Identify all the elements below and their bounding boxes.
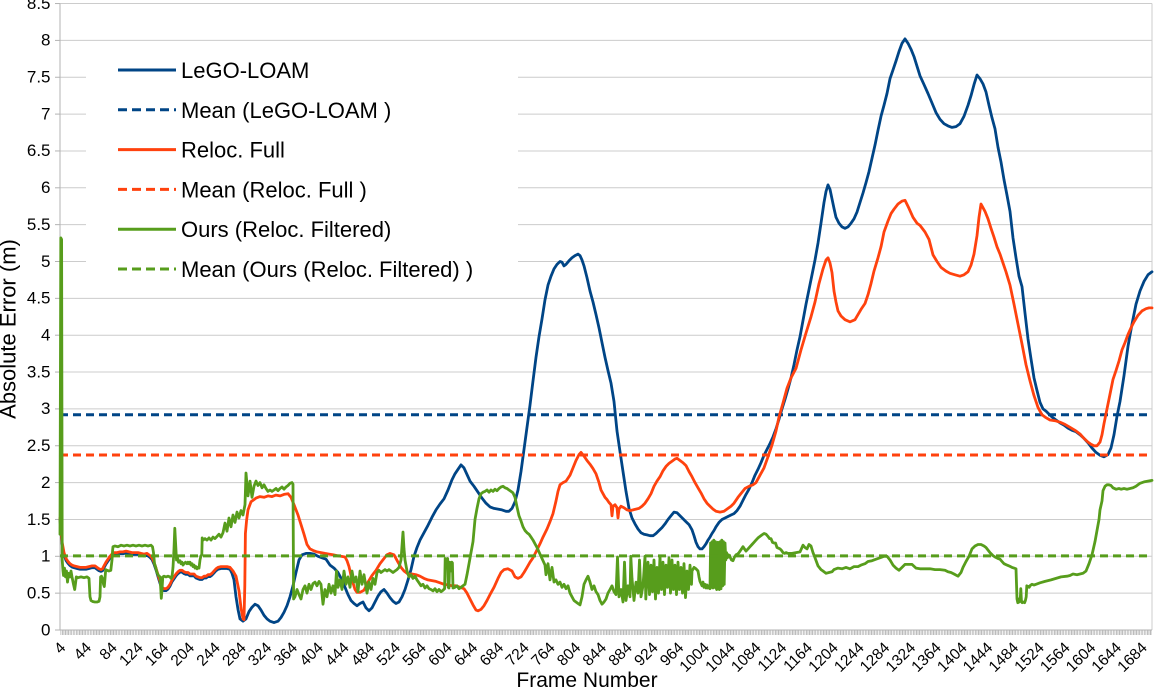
svg-text:1: 1 — [41, 547, 50, 566]
svg-text:8.5: 8.5 — [27, 0, 51, 13]
svg-text:2.5: 2.5 — [27, 436, 51, 455]
svg-text:0.5: 0.5 — [27, 583, 51, 602]
svg-text:Mean (Ours (Reloc. Filtered) ): Mean (Ours (Reloc. Filtered) ) — [181, 257, 473, 282]
svg-text:6.5: 6.5 — [27, 141, 51, 160]
svg-text:2: 2 — [41, 473, 50, 492]
svg-text:Reloc. Full: Reloc. Full — [181, 138, 285, 163]
svg-text:3: 3 — [41, 399, 50, 418]
svg-text:Mean (Reloc. Full ): Mean (Reloc. Full ) — [181, 177, 367, 202]
svg-text:1.5: 1.5 — [27, 510, 51, 529]
svg-text:LeGO-LOAM: LeGO-LOAM — [181, 58, 309, 83]
svg-text:0: 0 — [41, 620, 50, 639]
svg-text:7: 7 — [41, 104, 50, 123]
svg-text:Absolute Error (m): Absolute Error (m) — [0, 239, 21, 419]
svg-text:4: 4 — [41, 326, 50, 345]
svg-text:5: 5 — [41, 252, 50, 271]
svg-text:Mean (LeGO-LOAM ): Mean (LeGO-LOAM ) — [181, 98, 391, 123]
svg-text:6: 6 — [41, 178, 50, 197]
svg-text:4.5: 4.5 — [27, 289, 51, 308]
svg-text:Frame Number: Frame Number — [516, 669, 657, 692]
svg-text:8: 8 — [41, 31, 50, 50]
svg-text:7.5: 7.5 — [27, 68, 51, 87]
svg-text:5.5: 5.5 — [27, 215, 51, 234]
svg-text:3.5: 3.5 — [27, 362, 51, 381]
svg-text:Ours (Reloc. Filtered): Ours (Reloc. Filtered) — [181, 217, 391, 242]
